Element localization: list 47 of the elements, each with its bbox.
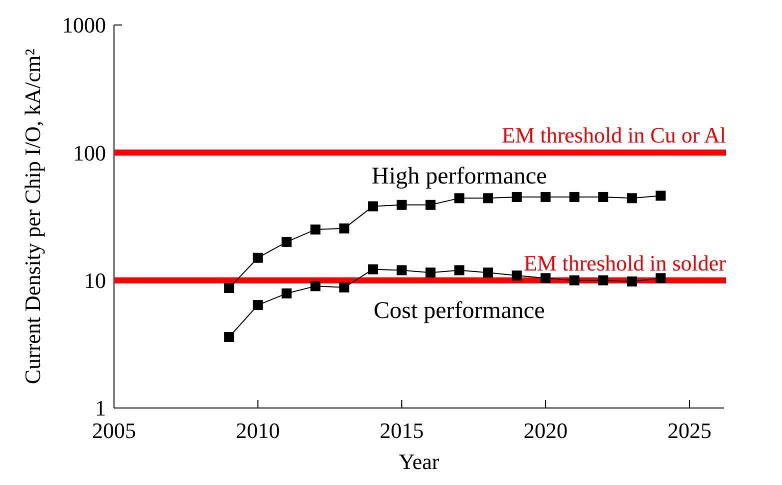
y-axis-title: Current Density per Chip I/O, kA/cm² [20, 48, 45, 384]
point [540, 273, 551, 284]
point [626, 193, 637, 204]
point [426, 268, 436, 278]
point [339, 282, 350, 292]
x-tick-label: 2005 [92, 418, 136, 443]
point [368, 264, 378, 274]
point [512, 192, 522, 202]
point [483, 268, 494, 278]
point [569, 275, 580, 286]
y-tick-label: 10 [84, 268, 106, 294]
point [454, 265, 464, 276]
point [569, 192, 580, 202]
point [540, 192, 551, 202]
point [252, 300, 263, 310]
ref-line-label: EM threshold in solder [524, 250, 727, 276]
ref-line-label: EM threshold in Cu or Al [502, 122, 726, 148]
x-axis-title: Year [398, 449, 440, 474]
series-label: Cost performance [374, 298, 545, 324]
x-tick-label: 2020 [524, 418, 568, 443]
point [598, 275, 608, 286]
point [483, 193, 494, 204]
x-tick-label: 2025 [667, 418, 712, 443]
point [626, 276, 637, 286]
point [598, 192, 608, 202]
point [282, 288, 292, 298]
point [310, 224, 320, 235]
series-label: High performance [372, 164, 547, 190]
point [656, 190, 666, 201]
point [310, 281, 320, 292]
point [454, 193, 464, 204]
point [426, 200, 436, 210]
point [339, 223, 350, 234]
point [512, 270, 522, 281]
point [656, 273, 666, 284]
point [396, 265, 407, 276]
point [224, 283, 234, 294]
point [252, 252, 263, 263]
y-tick-label: 100 [73, 140, 106, 166]
point [282, 236, 292, 247]
point [396, 200, 407, 210]
y-tick-label: 1000 [62, 12, 106, 38]
point [224, 332, 234, 342]
x-tick-label: 2010 [236, 418, 280, 443]
x-tick-label: 2015 [380, 418, 424, 443]
point [368, 201, 378, 212]
y-tick-label: 1 [95, 396, 106, 421]
